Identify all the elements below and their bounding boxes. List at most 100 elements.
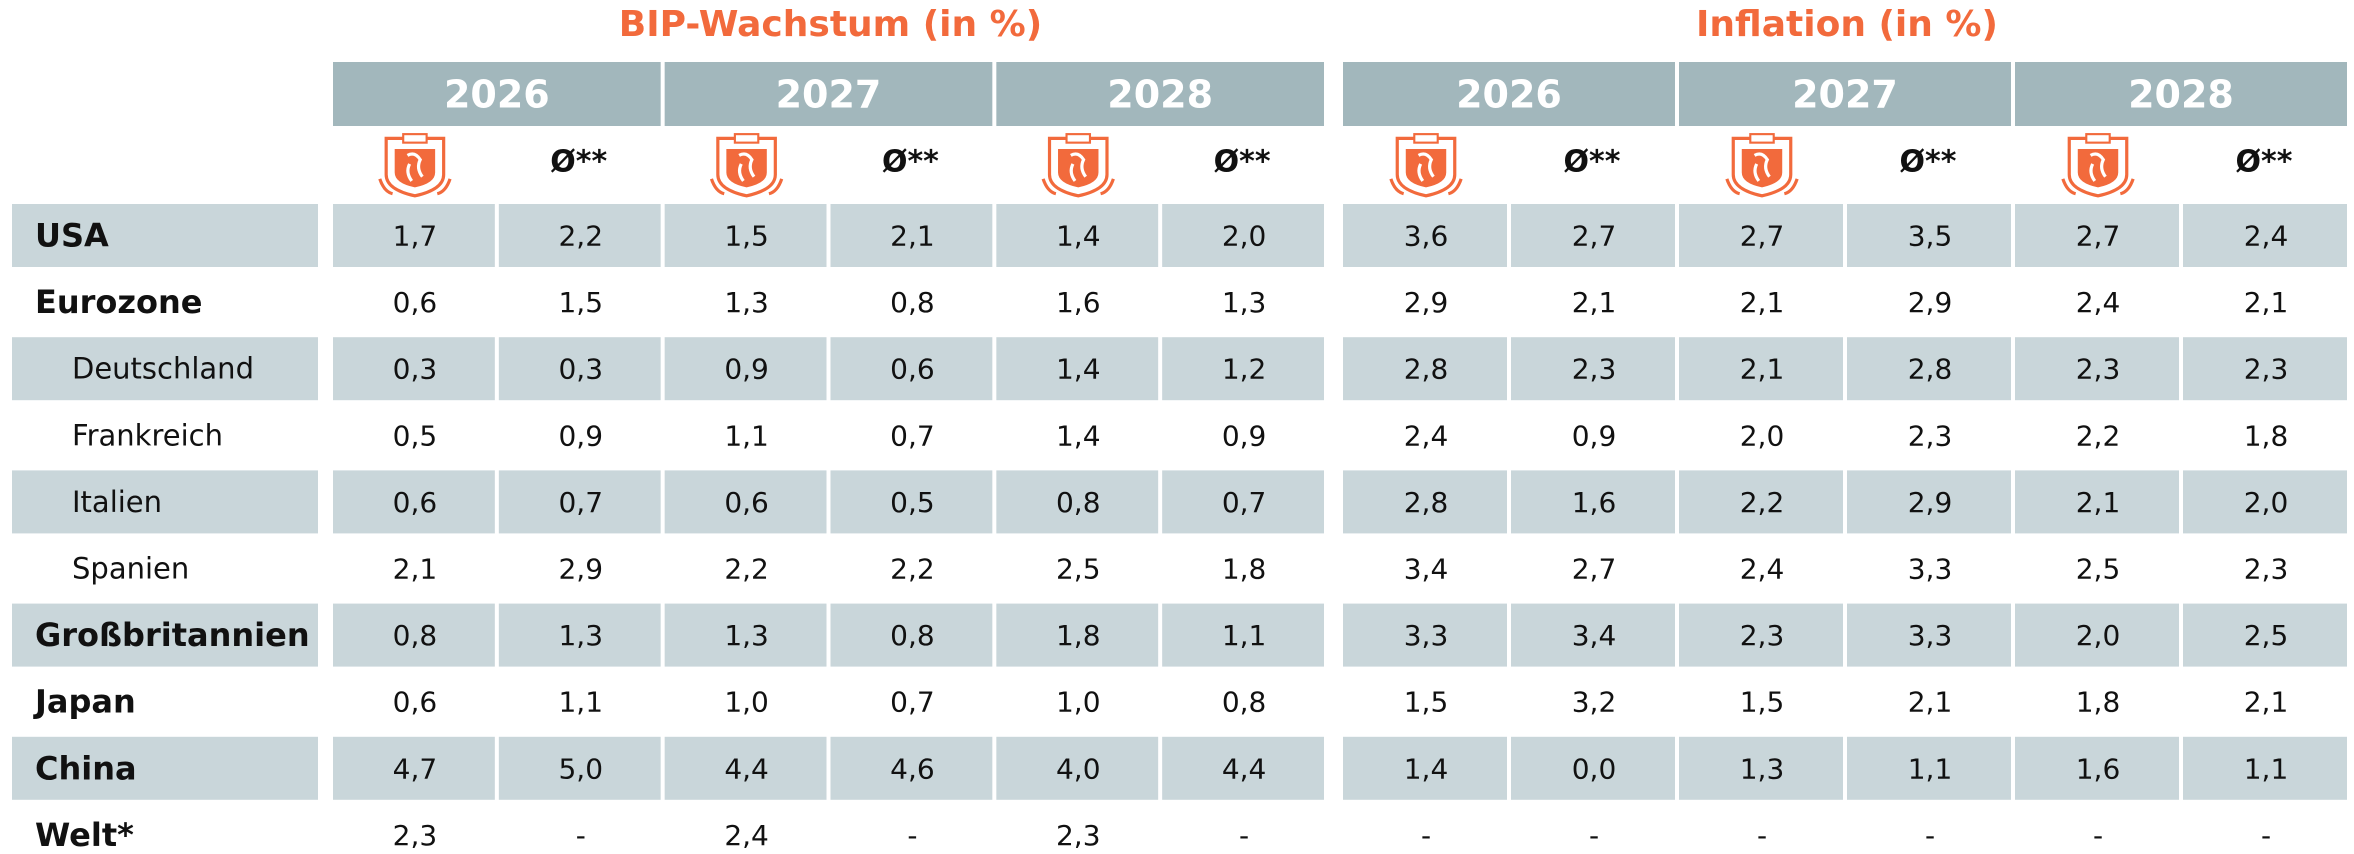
cell-value: 2,9 bbox=[558, 553, 603, 586]
cell-bg bbox=[830, 736, 993, 800]
avg-label: Ø** bbox=[1214, 145, 1271, 180]
cell-value: 1,3 bbox=[1222, 286, 1267, 319]
cell-bg bbox=[498, 603, 661, 667]
cell-value: 2,9 bbox=[1908, 486, 1953, 519]
cell-value: 0,7 bbox=[1222, 486, 1267, 519]
cell-bg bbox=[664, 603, 827, 667]
cell-bg bbox=[1679, 204, 1843, 267]
cell-bg bbox=[2183, 337, 2347, 401]
cell-value: 2,2 bbox=[2076, 419, 2121, 452]
cell-value: 2,0 bbox=[1222, 220, 1267, 253]
cell-value: 3,4 bbox=[1572, 619, 1617, 652]
cell-value: - bbox=[1925, 819, 1935, 852]
cell-value: 2,4 bbox=[2076, 286, 2121, 319]
cell-value: 1,4 bbox=[1056, 419, 1101, 452]
cell-value: 2,9 bbox=[1908, 286, 1953, 319]
cell-value: 2,7 bbox=[1572, 220, 1617, 253]
cell-value: 1,5 bbox=[1740, 686, 1785, 719]
cell-value: 2,3 bbox=[1908, 419, 1953, 452]
cell-bg bbox=[996, 736, 1159, 800]
cell-value: 0,8 bbox=[890, 286, 935, 319]
cell-bg bbox=[830, 204, 993, 267]
cell-value: - bbox=[1589, 819, 1599, 852]
cell-value: 3,3 bbox=[1908, 619, 1953, 652]
row-bg bbox=[12, 470, 318, 534]
cell-value: 2,2 bbox=[724, 553, 769, 586]
cell-value: 4,4 bbox=[1222, 752, 1267, 785]
cell-value: 1,3 bbox=[1740, 752, 1785, 785]
cell-bg bbox=[996, 470, 1159, 534]
cell-bg bbox=[1162, 603, 1324, 667]
cell-value: 0,6 bbox=[393, 286, 438, 319]
cell-value: 2,1 bbox=[1572, 286, 1617, 319]
cell-value: 3,2 bbox=[1572, 686, 1617, 719]
logo bbox=[1389, 132, 1463, 198]
cell-bg bbox=[1679, 736, 1843, 800]
cell-bg bbox=[1162, 204, 1324, 267]
cell-value: 2,2 bbox=[1740, 486, 1785, 519]
cell-value: 1,8 bbox=[1222, 553, 1267, 586]
cell-bg bbox=[1162, 736, 1324, 800]
cell-bg bbox=[1162, 470, 1324, 534]
logo bbox=[1725, 132, 1799, 198]
cell-value: 2,7 bbox=[1740, 220, 1785, 253]
cell-value: 2,1 bbox=[1908, 686, 1953, 719]
cell-value: 2,4 bbox=[2244, 220, 2289, 253]
cell-value: 0,9 bbox=[1222, 419, 1267, 452]
cell-value: 3,3 bbox=[1404, 619, 1449, 652]
year-label: 2027 bbox=[776, 73, 882, 117]
cell-bg bbox=[1511, 337, 1675, 401]
cell-bg bbox=[2015, 337, 2179, 401]
cell-bg bbox=[1162, 337, 1324, 401]
row-label: USA bbox=[35, 217, 109, 255]
cell-bg bbox=[1847, 204, 2011, 267]
cell-value: 2,3 bbox=[2076, 353, 2121, 386]
cell-bg bbox=[664, 736, 827, 800]
cell-bg bbox=[1343, 470, 1507, 534]
row-label: Japan bbox=[33, 683, 136, 721]
row-label: Spanien bbox=[72, 552, 189, 586]
cell-bg bbox=[333, 603, 495, 667]
cell-value: 2,4 bbox=[724, 819, 769, 852]
cell-value: 1,8 bbox=[1056, 619, 1101, 652]
cell-value: 0,9 bbox=[724, 353, 769, 386]
cell-bg bbox=[1679, 337, 1843, 401]
cell-value: 1,1 bbox=[724, 419, 769, 452]
row-label: Deutschland bbox=[72, 352, 254, 386]
cell-bg bbox=[830, 603, 993, 667]
cell-bg bbox=[2015, 470, 2179, 534]
cell-bg bbox=[498, 736, 661, 800]
cell-bg bbox=[1343, 603, 1507, 667]
cell-value: 3,3 bbox=[1908, 553, 1953, 586]
logo bbox=[2061, 132, 2135, 198]
row-bg bbox=[12, 603, 318, 667]
cell-value: 1,2 bbox=[1222, 353, 1267, 386]
cell-value: 0,9 bbox=[1572, 419, 1617, 452]
cell-bg bbox=[1511, 204, 1675, 267]
cell-value: 1,0 bbox=[724, 686, 769, 719]
cell-bg bbox=[1511, 736, 1675, 800]
cell-value: 4,0 bbox=[1056, 752, 1101, 785]
cell-value: 2,5 bbox=[2076, 553, 2121, 586]
cell-value: 2,4 bbox=[1740, 553, 1785, 586]
cell-value: 1,8 bbox=[2244, 419, 2289, 452]
cell-value: 3,4 bbox=[1404, 553, 1449, 586]
cell-value: 2,0 bbox=[1740, 419, 1785, 452]
cell-value: 0,6 bbox=[393, 686, 438, 719]
logo bbox=[1041, 132, 1116, 198]
cell-value: 1,6 bbox=[1572, 486, 1617, 519]
row-bg bbox=[12, 204, 318, 267]
cell-value: 0,6 bbox=[890, 353, 935, 386]
avg-label: Ø** bbox=[550, 145, 607, 180]
row-bg bbox=[12, 337, 318, 401]
cell-value: 4,4 bbox=[724, 752, 769, 785]
year-header bbox=[2015, 62, 2347, 126]
avg-label: Ø** bbox=[2236, 145, 2293, 180]
cell-bg bbox=[996, 204, 1159, 267]
cell-value: - bbox=[1421, 819, 1431, 852]
cell-value: 1,3 bbox=[724, 619, 769, 652]
group-title: BIP-Wachstum (in %) bbox=[619, 4, 1042, 45]
cell-bg bbox=[498, 337, 661, 401]
cell-bg bbox=[498, 204, 661, 267]
cell-value: 0,7 bbox=[890, 419, 935, 452]
